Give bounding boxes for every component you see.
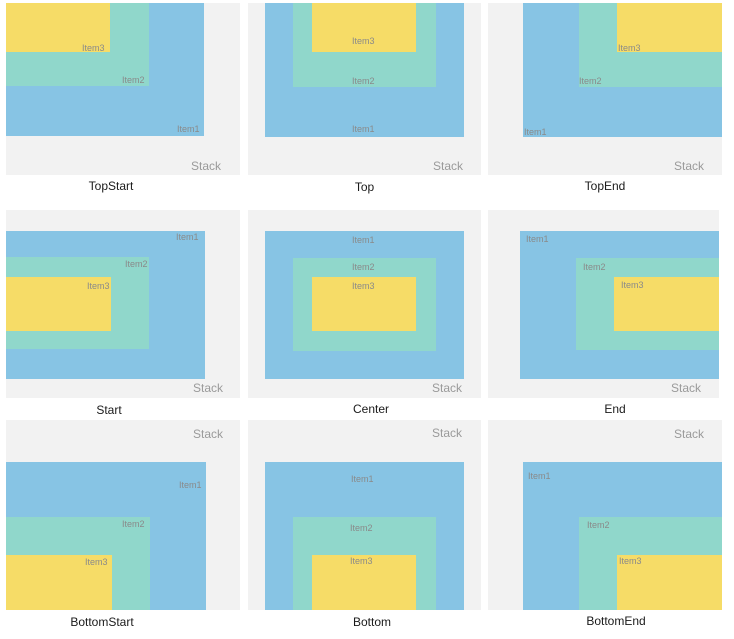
panel-caption: Start [96, 403, 122, 417]
item3-label: Item3 [87, 281, 110, 291]
panel-caption: Bottom [352, 615, 391, 629]
item3-box [312, 277, 416, 331]
item3-box [312, 3, 416, 52]
panel-caption: End [604, 402, 626, 416]
stack-label: Stack [674, 159, 705, 173]
panel-caption: BottomStart [70, 615, 134, 629]
item1-label: Item1 [176, 232, 199, 242]
stack-label: Stack [674, 427, 705, 441]
item2-label: Item2 [122, 75, 145, 85]
item3-label: Item3 [350, 556, 373, 566]
item2-label: Item2 [579, 76, 602, 86]
item3-box [6, 555, 112, 610]
stack-container: Item1 Item2 Item3 Stack [488, 420, 722, 610]
panel-caption: TopStart [88, 179, 134, 193]
stack-label: Stack [191, 159, 222, 173]
item2-label: Item2 [352, 76, 375, 86]
item2-label: Item2 [125, 259, 148, 269]
item3-label: Item3 [85, 557, 108, 567]
item3-box [614, 277, 719, 331]
item2-label: Item2 [583, 262, 606, 272]
stack-label: Stack [432, 426, 463, 440]
stack-container: Item1 Item2 Item3 Stack [248, 3, 481, 175]
item2-label: Item2 [352, 262, 375, 272]
item2-label: Item2 [350, 523, 373, 533]
stack-label: Stack [432, 381, 463, 395]
panel-caption: Top [354, 180, 375, 194]
item3-label: Item3 [619, 556, 642, 566]
stack-container: Item1 Item2 Item3 Stack [6, 420, 240, 610]
item2-label: Item2 [122, 519, 145, 529]
item1-label: Item1 [528, 471, 551, 481]
item3-box [312, 555, 416, 610]
item1-label: Item1 [352, 124, 375, 134]
item3-box [6, 277, 111, 331]
item1-label: Item1 [351, 474, 374, 484]
stack-container: Item1 Item2 Item3 Stack [248, 210, 481, 398]
stack-label: Stack [671, 381, 702, 395]
item3-label: Item3 [82, 43, 105, 53]
stack-label: Stack [193, 381, 224, 395]
item3-box [617, 3, 722, 52]
stack-container: Item1 Item2 Item3 Stack [6, 210, 240, 398]
stack-container: Item1 Item2 Item3 Stack [488, 210, 719, 398]
stack-container: Item1 Item2 Item3 Stack [488, 3, 722, 175]
panel-caption: Center [352, 402, 390, 416]
item1-label: Item1 [352, 235, 375, 245]
item1-label: Item1 [177, 124, 200, 134]
item3-label: Item3 [352, 281, 375, 291]
item3-box [6, 3, 110, 52]
item1-label: Item1 [524, 127, 547, 137]
item3-label: Item3 [352, 36, 375, 46]
stack-label: Stack [433, 159, 464, 173]
item1-label: Item1 [179, 480, 202, 490]
item2-label: Item2 [587, 520, 610, 530]
stack-container: Item1 Item2 Item3 Stack [248, 420, 481, 610]
stack-container: Item1 Item2 Item3 Stack [6, 3, 240, 175]
panel-caption: BottomEnd [586, 614, 646, 628]
item3-label: Item3 [618, 43, 641, 53]
item3-box [617, 555, 722, 610]
panel-caption: TopEnd [584, 179, 626, 193]
item3-label: Item3 [621, 280, 644, 290]
item1-label: Item1 [526, 234, 549, 244]
stack-label: Stack [193, 427, 224, 441]
